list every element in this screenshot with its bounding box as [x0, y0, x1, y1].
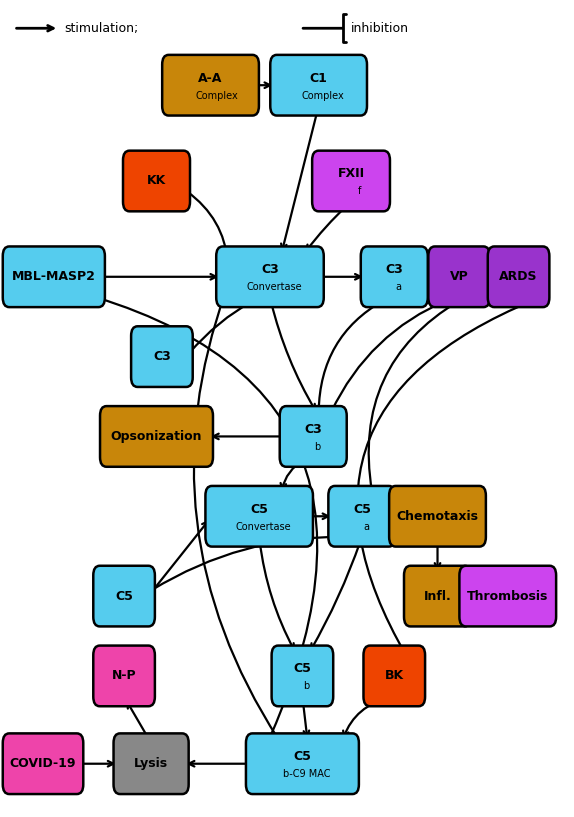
Text: Chemotaxis: Chemotaxis	[397, 510, 479, 523]
Text: Complex: Complex	[301, 91, 344, 100]
FancyBboxPatch shape	[94, 565, 155, 627]
Text: Complex: Complex	[196, 91, 238, 100]
Text: C3: C3	[261, 263, 279, 276]
Text: A-A: A-A	[199, 72, 223, 84]
Text: b: b	[315, 442, 321, 452]
Text: ARDS: ARDS	[499, 270, 538, 283]
FancyBboxPatch shape	[114, 734, 189, 794]
Text: KK: KK	[147, 175, 166, 187]
FancyBboxPatch shape	[205, 486, 313, 547]
FancyBboxPatch shape	[246, 734, 359, 794]
Text: BK: BK	[385, 669, 404, 682]
Text: C3: C3	[385, 263, 403, 276]
Text: b-C9 MAC: b-C9 MAC	[283, 769, 331, 779]
Text: C5: C5	[115, 590, 133, 603]
Text: f: f	[358, 186, 362, 196]
Text: VP: VP	[450, 270, 468, 283]
Text: C5: C5	[293, 663, 311, 675]
FancyBboxPatch shape	[428, 247, 490, 307]
FancyBboxPatch shape	[216, 247, 324, 307]
FancyBboxPatch shape	[162, 55, 259, 115]
Text: Convertase: Convertase	[246, 282, 302, 292]
FancyBboxPatch shape	[272, 645, 333, 706]
FancyBboxPatch shape	[3, 734, 83, 794]
Text: Infl.: Infl.	[424, 590, 451, 603]
FancyBboxPatch shape	[280, 406, 347, 467]
Text: C5: C5	[353, 502, 371, 516]
FancyBboxPatch shape	[3, 247, 105, 307]
Text: COVID-19: COVID-19	[10, 757, 76, 770]
FancyBboxPatch shape	[100, 406, 213, 467]
FancyBboxPatch shape	[389, 486, 486, 547]
Text: C5: C5	[250, 502, 268, 516]
FancyBboxPatch shape	[328, 486, 395, 547]
Text: Lysis: Lysis	[134, 757, 168, 770]
Text: stimulation;: stimulation;	[65, 22, 139, 35]
FancyBboxPatch shape	[312, 150, 390, 212]
FancyBboxPatch shape	[123, 150, 190, 212]
Text: b: b	[304, 681, 310, 691]
FancyBboxPatch shape	[131, 326, 193, 387]
Text: N-P: N-P	[112, 669, 137, 682]
Text: C1: C1	[310, 72, 328, 84]
Text: FXII: FXII	[338, 167, 364, 181]
Text: inhibition: inhibition	[351, 22, 409, 35]
FancyBboxPatch shape	[361, 247, 428, 307]
FancyBboxPatch shape	[488, 247, 549, 307]
Text: C3: C3	[304, 422, 322, 435]
FancyBboxPatch shape	[404, 565, 471, 627]
FancyBboxPatch shape	[363, 645, 425, 706]
Text: Thrombosis: Thrombosis	[467, 590, 548, 603]
Text: C3: C3	[153, 350, 171, 363]
FancyBboxPatch shape	[270, 55, 367, 115]
Text: Opsonization: Opsonization	[111, 430, 202, 443]
FancyBboxPatch shape	[94, 645, 155, 706]
Text: a: a	[363, 521, 369, 532]
Text: C5: C5	[293, 750, 311, 763]
Text: a: a	[395, 282, 402, 292]
Text: Convertase: Convertase	[236, 521, 292, 532]
FancyBboxPatch shape	[459, 565, 556, 627]
Text: MBL-MASP2: MBL-MASP2	[12, 270, 96, 283]
